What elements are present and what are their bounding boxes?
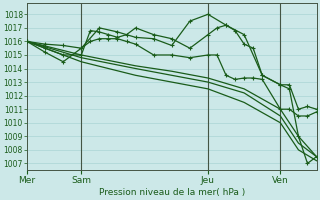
X-axis label: Pression niveau de la mer( hPa ): Pression niveau de la mer( hPa ) — [99, 188, 245, 197]
